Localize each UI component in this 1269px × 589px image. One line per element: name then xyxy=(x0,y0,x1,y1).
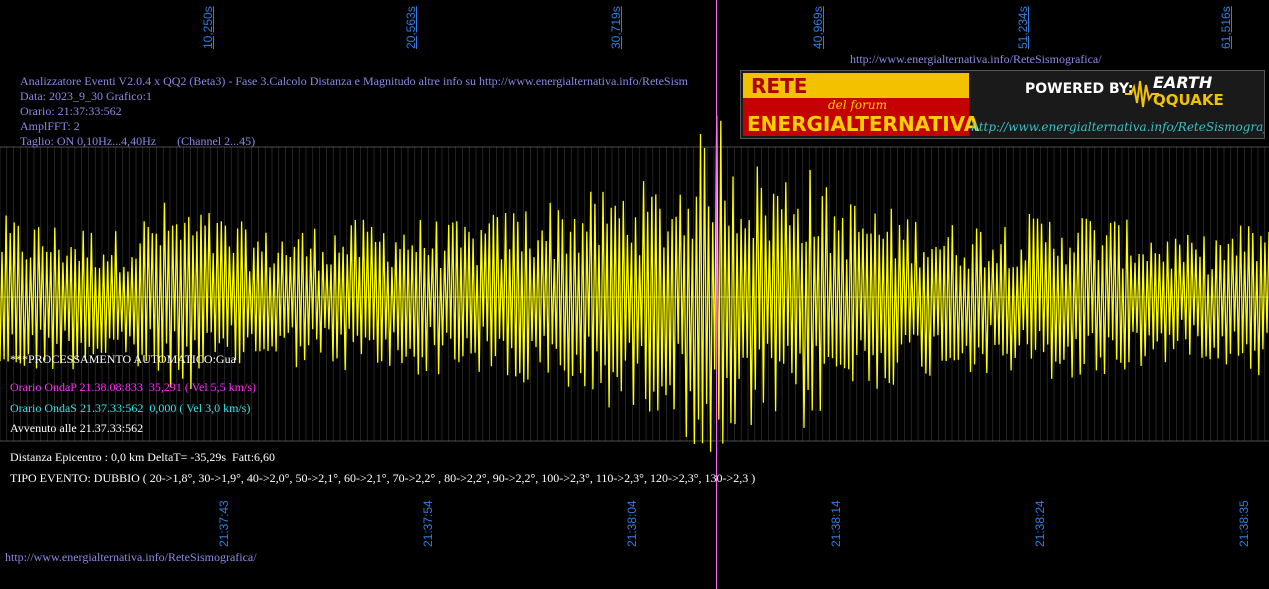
bottom-tick-label: 21:38:24 xyxy=(1033,500,1047,547)
event-time: Avvenuto alle 21.37.33:562 xyxy=(10,421,144,435)
info-date: Data: 2023_9_30 Grafico:1 xyxy=(20,89,152,103)
banner-url[interactable]: http://www.energialternativa.info/ReteSi… xyxy=(971,120,1265,134)
top-tick-label: 51,234s xyxy=(1016,6,1030,49)
onda-p-time: Orario OndaP 21.38.08:833 35,291 ( Vel 5… xyxy=(10,380,256,394)
top-tick-label: 61,516s xyxy=(1219,6,1233,49)
info-header: Analizzatore Eventi V2.0.4 x QQ2 (Beta3)… xyxy=(20,74,688,88)
earthquake-logo-top: EARTH xyxy=(1153,73,1213,92)
info-filter: Taglio: ON 0,10Hz...4,40Hz (Channel 2...… xyxy=(20,134,256,148)
powered-by-label: POWERED BY: xyxy=(1025,81,1134,97)
banner-name-strip: ENERGIALTERNATIVA xyxy=(743,112,979,136)
rete-sismografica-banner[interactable]: RETE SISMOGRAFICA del forum ENERGIALTERN… xyxy=(740,70,1265,139)
event-type: TIPO EVENTO: DUBBIO ( 20->1,8°, 30->1,9°… xyxy=(10,471,756,485)
banner-name: ENERGIALTERNATIVA xyxy=(747,112,980,136)
seismic-wave-icon xyxy=(1125,80,1159,108)
top-url-link[interactable]: http://www.energialternativa.info/ReteSi… xyxy=(850,52,1102,66)
bottom-tick-label: 21:38:14 xyxy=(829,500,843,547)
top-tick-label: 40,969s xyxy=(811,6,825,49)
top-tick-label: 20,563s xyxy=(404,6,418,49)
epicenter-distance: Distanza Epicentro : 0,0 km DeltaT= -35,… xyxy=(10,450,276,464)
banner-subtitle: del forum xyxy=(828,98,887,112)
processing-mode: ***PROCESSAMENTO AUTOMATICO:Gua xyxy=(10,352,236,366)
bottom-tick-label: 21:37:54 xyxy=(421,500,435,547)
banner-title-strip: RETE SISMOGRAFICA xyxy=(743,73,969,122)
bottom-tick-label: 21:37:43 xyxy=(217,500,231,547)
bottom-tick-label: 21:38:04 xyxy=(625,500,639,547)
bottom-url-link[interactable]: http://www.energialternativa.info/ReteSi… xyxy=(5,550,257,564)
onda-s-time: Orario OndaS 21.37.33:562 0,000 ( Vel 3,… xyxy=(10,401,251,415)
top-tick-label: 10,250s xyxy=(201,6,215,49)
top-tick-label: 30,719s xyxy=(609,6,623,49)
bottom-tick-label: 21:38:35 xyxy=(1237,500,1251,547)
seismic-trace xyxy=(0,115,1269,452)
info-time: Orario: 21:37:33:562 xyxy=(20,104,122,118)
earthquake-logo-bottom: QQUAKE xyxy=(1153,91,1224,109)
info-amplfft: AmplFFT: 2 xyxy=(20,119,80,133)
banner-subtitle-strip: del forum xyxy=(743,98,969,114)
